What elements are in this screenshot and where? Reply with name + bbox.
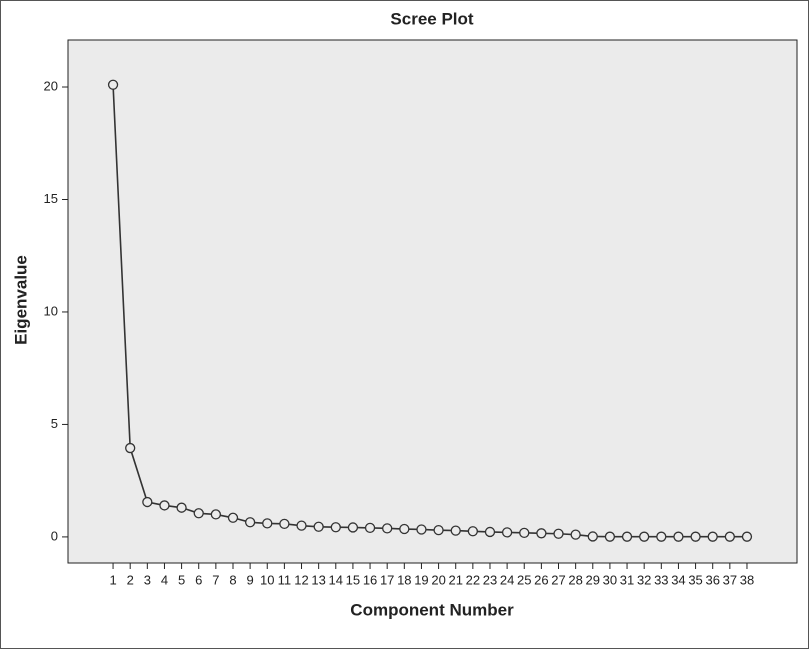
point xyxy=(279,518,290,530)
point xyxy=(262,518,273,529)
point xyxy=(107,79,119,90)
point xyxy=(193,508,204,519)
x-tick-label: 7 xyxy=(212,572,219,587)
x-tick-label: 6 xyxy=(195,572,202,587)
y-tick-label: 5 xyxy=(51,416,58,431)
point xyxy=(125,442,136,454)
x-tick-label: 20 xyxy=(431,572,445,587)
x-axis-label: Component Number xyxy=(350,600,514,619)
x-tick-label: 30 xyxy=(603,572,617,587)
x-tick-label: 21 xyxy=(448,572,462,587)
x-tick-label: 12 xyxy=(294,572,308,587)
x-tick-label: 2 xyxy=(127,572,134,587)
point xyxy=(519,527,530,539)
plot-area xyxy=(67,39,798,564)
point xyxy=(484,526,496,538)
point xyxy=(210,509,222,520)
point xyxy=(604,531,616,542)
x-tick-label: 15 xyxy=(346,572,360,587)
point xyxy=(501,527,513,538)
point xyxy=(227,512,239,523)
y-axis-label: Eigenvalue xyxy=(11,255,30,345)
point xyxy=(450,525,461,536)
y-tick-label: 0 xyxy=(51,528,58,543)
point xyxy=(553,528,564,539)
x-tick-label: 26 xyxy=(534,572,548,587)
y-tick-label: 15 xyxy=(44,191,58,206)
point xyxy=(570,529,581,540)
point xyxy=(707,531,718,542)
point xyxy=(433,525,444,536)
x-tick-label: 10 xyxy=(260,572,274,587)
x-tick-label: 1 xyxy=(109,572,116,587)
point xyxy=(621,531,633,542)
x-tick-label: 31 xyxy=(620,572,634,587)
x-tick-label: 38 xyxy=(740,572,754,587)
x-tick-label: 32 xyxy=(637,572,651,587)
x-tick-label: 5 xyxy=(178,572,185,587)
x-tick-label: 36 xyxy=(705,572,719,587)
x-tick-label: 16 xyxy=(363,572,377,587)
point xyxy=(364,522,376,534)
x-tick-label: 37 xyxy=(723,572,737,587)
x-tick-label: 35 xyxy=(688,572,702,587)
point xyxy=(724,531,735,542)
x-tick-label: 9 xyxy=(247,572,254,587)
point xyxy=(587,531,598,542)
point xyxy=(347,522,359,533)
point xyxy=(382,523,393,534)
x-tick-label: 19 xyxy=(414,572,428,587)
point xyxy=(244,517,256,528)
point xyxy=(296,520,307,531)
x-tick-label: 34 xyxy=(671,572,685,587)
point xyxy=(399,523,410,535)
x-tick-label: 13 xyxy=(311,572,325,587)
x-tick-label: 22 xyxy=(466,572,480,587)
point xyxy=(159,500,170,511)
x-tick-label: 25 xyxy=(517,572,531,587)
x-tick-label: 18 xyxy=(397,572,411,587)
x-tick-label: 28 xyxy=(568,572,582,587)
x-tick-label: 17 xyxy=(380,572,394,587)
point xyxy=(313,521,324,532)
point xyxy=(142,496,153,508)
x-tick-label: 14 xyxy=(329,572,343,587)
x-tick-label: 8 xyxy=(229,572,236,587)
x-tick-label: 3 xyxy=(144,572,151,587)
x-tick-label: 23 xyxy=(483,572,497,587)
y-tick-label: 20 xyxy=(44,78,58,93)
point xyxy=(330,522,341,533)
point xyxy=(416,524,427,535)
point xyxy=(673,531,684,542)
x-tick-label: 4 xyxy=(161,572,168,587)
chart-title: Scree Plot xyxy=(390,9,473,28)
x-tick-label: 24 xyxy=(500,572,514,587)
point xyxy=(467,526,478,537)
point xyxy=(176,502,187,513)
point xyxy=(690,531,701,542)
y-tick-label: 10 xyxy=(44,303,58,318)
x-tick-label: 27 xyxy=(551,572,565,587)
x-tick-label: 29 xyxy=(586,572,600,587)
point xyxy=(536,528,547,539)
x-tick-label: 11 xyxy=(278,572,292,587)
x-tick-label: 33 xyxy=(654,572,668,587)
point xyxy=(741,531,753,542)
point xyxy=(656,531,667,542)
point xyxy=(639,531,650,542)
